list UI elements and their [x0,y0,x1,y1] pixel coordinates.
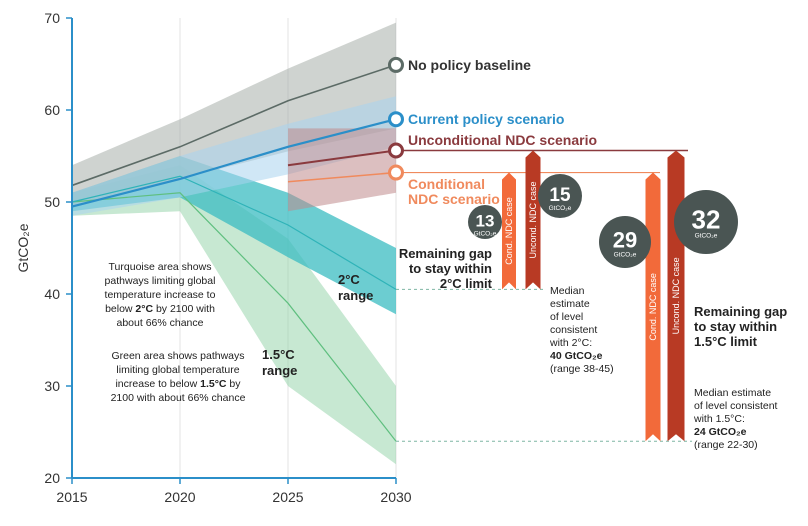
gap-value-unit: GtCO₂e [474,230,497,237]
green-note: limiting global temperature [116,364,239,376]
y-tick-label: 20 [44,470,60,486]
gap-value-bubble [599,216,651,268]
gap-bar-label: Uncond. NDC case [528,181,538,258]
green-note: Green area shows pathways [111,350,244,362]
one-five-median-label: with 1.5°C: [693,413,745,425]
cond-end-marker [388,164,404,181]
two-c-median-range: (range 38-45) [550,363,614,375]
two-c-range-label: range [338,288,373,303]
gap-value-bubble [674,190,738,254]
two-c-median-label: consistent [550,324,597,336]
uncond-end-marker [388,142,404,159]
two-c-gap-label: to stay within [409,261,492,276]
y-tick-label: 50 [44,194,60,210]
one-five-range-label: 1.5°C [262,347,295,362]
y-tick-label: 40 [44,286,60,302]
current-line [71,118,397,208]
gap-bar-2C-conditional [502,172,516,290]
baseline-end-marker [388,56,404,73]
current-end-marker [388,111,404,128]
gap-value: 29 [613,228,637,253]
uncond-band [288,128,396,212]
turquoise-note: Turquoise area shows [109,261,212,273]
current-policy-label: Current policy scenario [408,111,564,127]
cond-line [287,171,397,183]
one-five-median-range: (range 22-30) [694,439,758,451]
two-c-median-label: with 2°C: [549,337,592,349]
two-c-median-label: Median [550,285,585,297]
baseline-band [72,22,396,207]
gap-value: 15 [549,185,571,206]
turquoise-note: temperature increase to [105,289,216,301]
gap-value: 13 [476,211,495,230]
one-five-median-label: of level consistent [694,400,778,412]
cond-ndc-label: NDC scenario [408,191,500,207]
gap-value-unit: GtCO₂e [549,205,572,212]
two-c-median-label: estimate [550,298,590,310]
one-five-range-label: range [262,363,297,378]
two-c-median-value: 40 GtCO₂e [550,350,603,362]
gap-bars: Cond. NDC case Uncond. NDC case Cond. NDC … [502,150,685,442]
one-five-gap-label: Remaining gap [694,304,787,319]
two-c-gap-label: 2°C limit [440,276,493,291]
uncond-line [287,149,397,167]
two-c-range-label: 2°C [338,272,360,287]
y-axis-title: GtCO₂e [15,223,31,272]
cond-ndc-label: Conditional [408,176,485,192]
x-tick-label: 2015 [56,489,87,505]
one-five-median-label: Median estimate [694,387,771,399]
baseline-line [71,64,397,187]
y-tick-label: 30 [44,378,60,394]
y-tick-label: 70 [44,10,60,26]
gap-value: 32 [692,205,721,235]
one-five-gap-label: 1.5°C limit [694,334,758,349]
x-tick-label: 2030 [380,489,411,505]
uncond-ndc-label: Unconditional NDC scenario [408,132,597,148]
one-five-gap-label: to stay within [694,319,777,334]
x-tick-label: 2025 [272,489,303,505]
gap-value-unit: GtCO₂e [614,252,637,259]
two-c-median-label: of level [550,311,583,323]
turquoise-note: below 2°C by 2100 with [105,303,215,315]
series-lines [71,64,397,442]
gap-value-bubble [468,205,502,239]
gap-value-bubble [538,174,582,218]
gap-bar-label: Cond. NDC case [504,197,514,265]
green-note: 2100 with about 66% chance [111,392,246,404]
turquoise-note: about 66% chance [117,317,204,329]
two_c-line [71,175,397,290]
one_five-line [71,192,397,442]
two-c-gap-label: Remaining gap [399,246,492,261]
turquoise-note: pathways limiting global [105,275,216,287]
one_five-band [72,165,396,465]
one-five-median-value: 24 GtCO₂e [694,426,747,438]
gap-bar-label: Cond. NDC case [648,273,658,341]
gap-value-unit: GtCO₂e [695,233,718,240]
baseline-label: No policy baseline [408,57,531,73]
y-tick-label: 60 [44,102,60,118]
gap-bar-label: Uncond. NDC case [671,257,681,334]
green-note: increase to below 1.5°C by [115,378,241,390]
x-tick-label: 2020 [164,489,195,505]
gap-bar-2C-unconditional [525,150,541,290]
